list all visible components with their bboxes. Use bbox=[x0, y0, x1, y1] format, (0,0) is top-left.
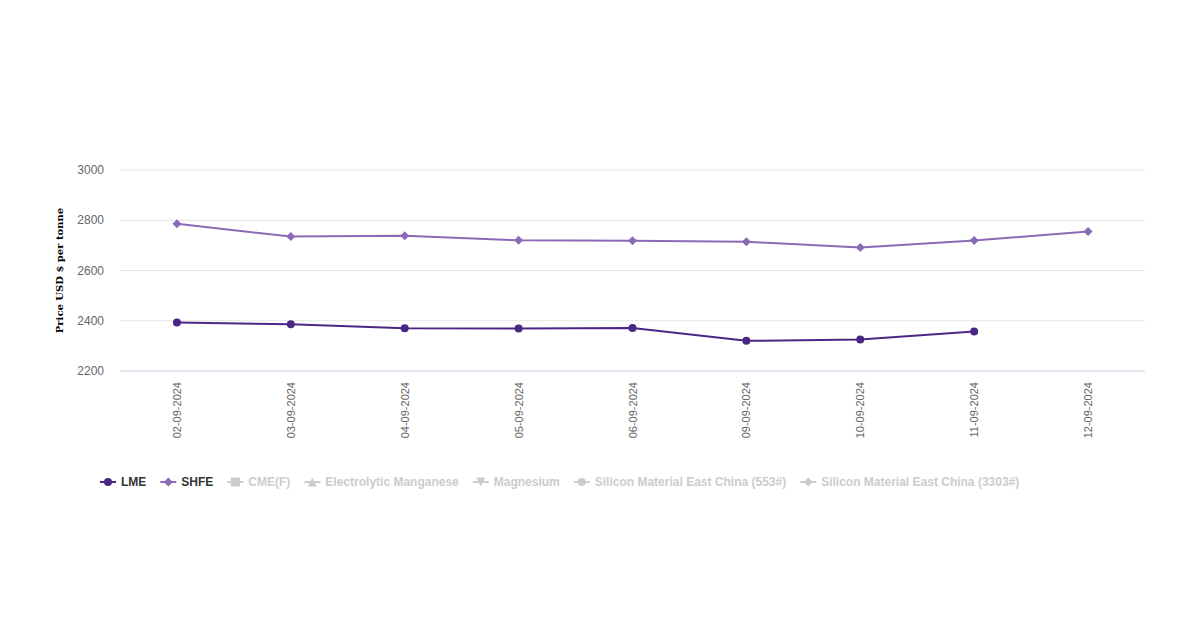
data-point bbox=[629, 324, 637, 332]
legend-item[interactable]: Silicon Material East China (553#) bbox=[574, 475, 786, 489]
x-tick-label: 05-09-2024 bbox=[513, 382, 525, 438]
grid-line bbox=[120, 320, 1145, 321]
data-point bbox=[515, 325, 523, 333]
x-tick-label: 11-09-2024 bbox=[968, 382, 980, 437]
legend-symbol bbox=[164, 478, 173, 487]
legend-label: Silicon Material East China (3303#) bbox=[821, 475, 1019, 489]
legend-label: Magnesium bbox=[494, 475, 560, 489]
legend-symbol bbox=[104, 478, 112, 486]
data-point bbox=[742, 237, 751, 246]
x-axis-line bbox=[120, 371, 1145, 372]
data-point bbox=[742, 337, 750, 345]
plot-area bbox=[172, 219, 1092, 345]
series-line bbox=[177, 323, 974, 341]
data-point bbox=[286, 232, 295, 241]
y-axis-title: Price USD $ per tonne bbox=[54, 208, 65, 333]
y-tick-label: 2600 bbox=[77, 264, 104, 278]
legend-label: LME bbox=[121, 475, 146, 489]
legend-symbol bbox=[231, 478, 240, 487]
data-point bbox=[400, 231, 409, 240]
legend-item[interactable]: CME(F) bbox=[227, 475, 290, 489]
data-point bbox=[287, 320, 295, 328]
x-tick-label: 09-09-2024 bbox=[740, 382, 752, 438]
legend-label: Silicon Material East China (553#) bbox=[595, 475, 786, 489]
legend-label: SHFE bbox=[181, 475, 213, 489]
data-point bbox=[172, 219, 181, 228]
x-tick-label: 04-09-2024 bbox=[399, 382, 411, 438]
legend-item[interactable]: LME bbox=[100, 475, 146, 489]
grid-line bbox=[120, 220, 1145, 221]
data-point bbox=[1084, 227, 1093, 236]
legend-symbol bbox=[578, 478, 586, 486]
legend-symbol bbox=[804, 478, 813, 487]
data-point bbox=[970, 236, 979, 245]
y-tick-label: 2400 bbox=[77, 314, 104, 328]
series-line bbox=[177, 224, 1088, 248]
grid-line bbox=[120, 371, 1145, 372]
legend-symbol bbox=[308, 478, 317, 487]
data-point bbox=[856, 336, 864, 344]
x-tick-label: 06-09-2024 bbox=[627, 382, 639, 438]
data-point bbox=[628, 236, 637, 245]
grid-line bbox=[120, 170, 1145, 171]
data-point bbox=[173, 319, 181, 327]
data-point bbox=[970, 328, 978, 336]
x-tick-label: 12-09-2024 bbox=[1082, 382, 1094, 438]
legend-item[interactable]: Magnesium bbox=[473, 475, 560, 489]
legend-label: CME(F) bbox=[248, 475, 290, 489]
legend-symbol bbox=[476, 478, 485, 487]
x-tick-label: 02-09-2024 bbox=[171, 382, 183, 438]
legend-item[interactable]: Silicon Material East China (3303#) bbox=[800, 475, 1019, 489]
y-tick-label: 3000 bbox=[77, 163, 104, 177]
data-point bbox=[401, 324, 409, 332]
x-tick-label: 10-09-2024 bbox=[854, 382, 866, 438]
y-tick-label: 2200 bbox=[77, 364, 104, 378]
legend-label: Electrolytic Manganese bbox=[325, 475, 459, 489]
legend-item[interactable]: Electrolytic Manganese bbox=[304, 475, 459, 489]
y-tick-label: 2800 bbox=[77, 213, 104, 227]
grid-line bbox=[120, 270, 1145, 271]
data-point bbox=[856, 243, 865, 252]
x-tick-label: 03-09-2024 bbox=[285, 382, 297, 438]
data-point bbox=[514, 236, 523, 245]
y-axis-line bbox=[120, 170, 121, 371]
legend-item[interactable]: SHFE bbox=[160, 475, 213, 489]
